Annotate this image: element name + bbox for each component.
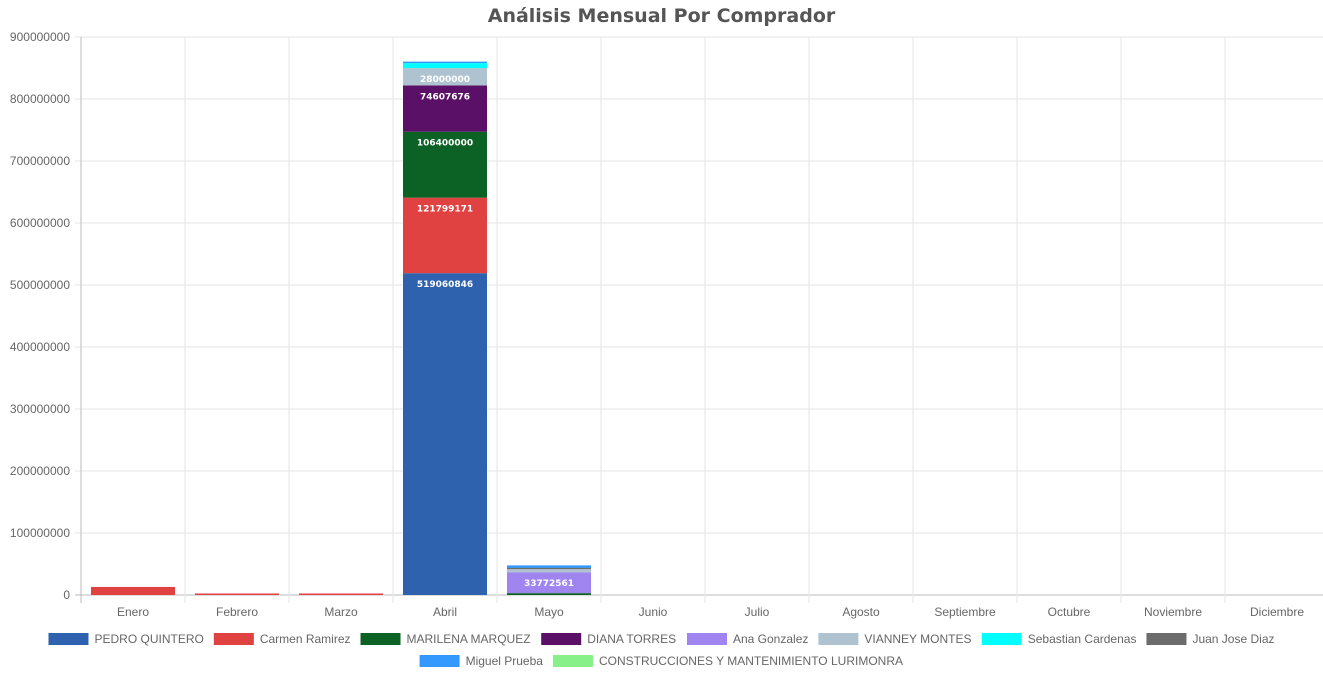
y-tick-label: 600000000 (10, 216, 70, 230)
y-tick-label: 900000000 (10, 30, 70, 44)
bar-segment (403, 68, 487, 86)
bar-segment (507, 567, 591, 570)
bar-segment (507, 593, 591, 595)
bar-segment (403, 61, 487, 64)
legend-label: Ana Gonzalez (733, 632, 808, 646)
legend-swatch (541, 633, 582, 645)
data-label: 519060846 (417, 280, 473, 290)
x-tick-label: Febrero (216, 605, 258, 619)
bar-segment (91, 586, 175, 595)
data-label: 28000000 (420, 75, 470, 85)
legend-swatch (1146, 633, 1187, 645)
data-label: 121799171 (417, 205, 473, 215)
legend-label: CONSTRUCCIONES Y MANTENIMIENTO LURIMONRA (599, 654, 903, 668)
y-tick-label: 200000000 (10, 464, 70, 478)
legend-label: VIANNEY MONTES (864, 632, 971, 646)
y-tick-label: 500000000 (10, 278, 70, 292)
bar-segment (403, 63, 487, 69)
chart-title: Análisis Mensual Por Comprador (487, 5, 836, 27)
legend-swatch (981, 633, 1022, 645)
x-tick-label: Abril (433, 605, 457, 619)
legend-swatch (213, 633, 254, 645)
x-tick-label: Octubre (1048, 605, 1091, 619)
bar-segment (403, 197, 487, 274)
y-tick-label: 800000000 (10, 92, 70, 106)
legend-label: Carmen Ramirez (260, 632, 351, 646)
bar-segment (195, 593, 279, 595)
bar-segment (507, 565, 591, 568)
x-tick-label: Mayo (534, 605, 564, 619)
legend-swatch (419, 655, 460, 667)
y-tick-label: 400000000 (10, 340, 70, 354)
data-label: 74607676 (420, 92, 470, 102)
legend-label: Sebastian Cardenas (1028, 632, 1137, 646)
legend-swatch (686, 633, 727, 645)
legend-swatch (552, 655, 593, 667)
y-tick-label: 300000000 (10, 402, 70, 416)
bar-segment (299, 593, 383, 595)
y-tick-label: 700000000 (10, 154, 70, 168)
legend-label: PEDRO QUINTERO (94, 632, 203, 646)
legend-swatch (48, 633, 89, 645)
bar-segment (507, 572, 591, 594)
data-label: 106400000 (417, 139, 473, 149)
x-tick-label: Septiembre (934, 605, 996, 619)
y-tick-label: 0 (63, 588, 70, 602)
legend-swatch (818, 633, 859, 645)
x-tick-label: Julio (745, 605, 770, 619)
bar-segment (403, 131, 487, 198)
bar-segment (507, 569, 591, 573)
legend-swatch (360, 633, 401, 645)
bar-segment (403, 85, 487, 132)
data-label: 33772561 (524, 579, 574, 589)
legend-label: Juan Jose Diaz (1192, 632, 1274, 646)
legend-label: MARILENA MARQUEZ (407, 632, 531, 646)
x-tick-label: Noviembre (1144, 605, 1202, 619)
x-tick-label: Marzo (324, 605, 358, 619)
x-tick-label: Diciembre (1250, 605, 1304, 619)
x-tick-label: Enero (117, 605, 149, 619)
y-tick-label: 100000000 (10, 526, 70, 540)
bar-segment (403, 273, 487, 595)
legend-label: DIANA TORRES (587, 632, 676, 646)
x-tick-label: Agosto (842, 605, 880, 619)
x-tick-label: Junio (639, 605, 668, 619)
legend-label: Miguel Prueba (466, 654, 544, 668)
